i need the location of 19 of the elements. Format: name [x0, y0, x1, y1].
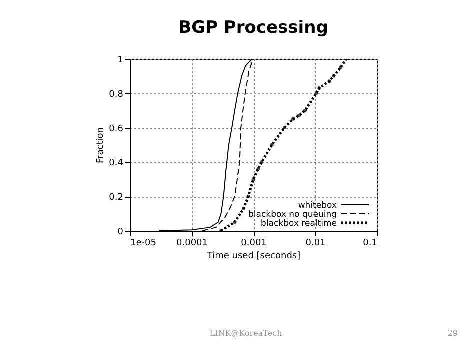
text: 29 [448, 329, 458, 338]
x-tick-label: 1e-05 [130, 238, 156, 248]
y-tick-label: 0 [118, 228, 124, 238]
x-tick-label: 0.1 [363, 238, 378, 248]
y-tick-label: 1 [118, 56, 124, 66]
y-tick-label: 0.8 [109, 90, 124, 100]
x-tick-label: 0.01 [306, 238, 326, 248]
y-tick-label: 0.2 [109, 193, 124, 204]
legend-label: whitebox [298, 201, 337, 211]
y-axis-title: Fraction [96, 128, 106, 164]
x-tick-label: 0.0001 [176, 238, 208, 248]
y-tick-label: 0.6 [109, 124, 124, 134]
y-tick-label: 0.4 [109, 158, 124, 169]
legend-label: blackbox no queuing [248, 210, 337, 220]
x-axis-title: Time used [seconds] [206, 252, 301, 262]
legend-label: blackbox realtime [261, 219, 337, 229]
x-tick-label: 0.001 [241, 238, 267, 248]
text: LINK@KoreaTech [210, 329, 282, 338]
chart-title: BGP Processing [178, 18, 328, 38]
